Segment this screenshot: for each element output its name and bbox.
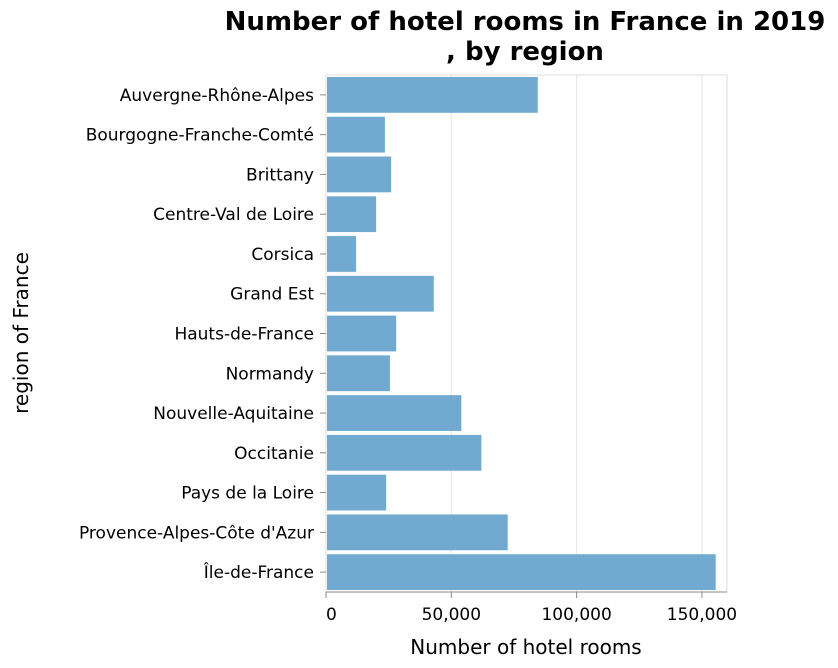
y-tick-label: Île-de-France — [203, 561, 314, 583]
bar — [327, 275, 434, 312]
y-tick-label: Normandy — [226, 364, 314, 384]
bar — [327, 395, 462, 431]
bar — [327, 434, 482, 471]
bar — [327, 116, 385, 153]
y-tick-label: Pays de la Loire — [181, 484, 314, 504]
chart-title-line2: , by region — [446, 37, 604, 67]
x-tick-label: 0 — [326, 605, 337, 625]
y-axis-title: region of France — [9, 252, 33, 414]
x-axis-title: Number of hotel rooms — [410, 635, 641, 659]
y-tick-label: Bourgogne-Franche-Comté — [86, 126, 314, 146]
bar — [327, 554, 716, 591]
bar — [327, 315, 397, 352]
x-tick-label: 50,000 — [422, 605, 481, 625]
x-tick-label: 150,000 — [667, 605, 737, 625]
bar — [327, 474, 387, 511]
y-tick-label: Hauts-de-France — [174, 325, 314, 345]
bar — [327, 156, 392, 193]
y-tick-label: Grand Est — [230, 285, 314, 305]
y-tick-label: Auvergne-Rhône-Alpes — [120, 86, 314, 106]
chart-title-line1: Number of hotel rooms in France in 2019 — [225, 7, 826, 37]
bar-layer — [327, 76, 716, 591]
bar — [327, 76, 538, 113]
y-tick-label: Occitanie — [234, 444, 314, 464]
bar — [327, 355, 390, 392]
bar — [327, 236, 357, 272]
y-tick-label: Nouvelle-Aquitaine — [153, 404, 314, 424]
y-tick-label: Corsica — [251, 245, 314, 265]
y-axis: Auvergne-Rhône-Alpes Bourgogne-Franche-Co… — [79, 86, 326, 583]
x-axis: 0 50,000 100,000 150,000 — [325, 592, 737, 625]
bar — [327, 196, 377, 233]
y-tick-label: Provence-Alpes-Côte d'Azur — [79, 523, 314, 543]
y-tick-label: Centre-Val de Loire — [153, 205, 314, 225]
y-tick-label: Brittany — [246, 165, 314, 185]
x-tick-label: 100,000 — [541, 605, 611, 625]
bar — [327, 514, 508, 551]
